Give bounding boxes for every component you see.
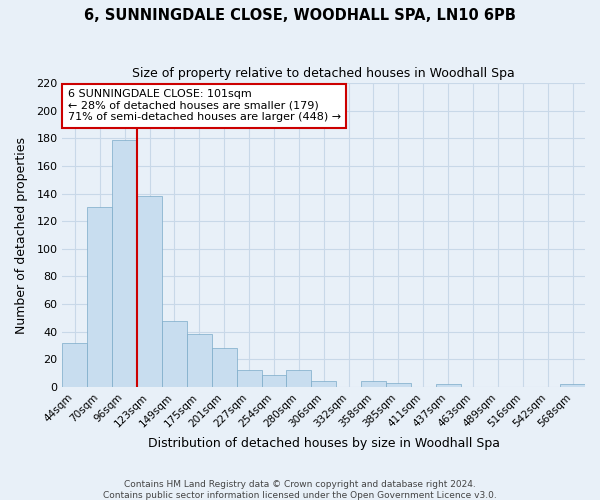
Bar [212,348,236,387]
Bar [386,383,411,387]
Title: Size of property relative to detached houses in Woodhall Spa: Size of property relative to detached ho… [133,68,515,80]
Bar [311,382,336,387]
Bar [62,342,88,387]
Bar [187,334,212,387]
X-axis label: Distribution of detached houses by size in Woodhall Spa: Distribution of detached houses by size … [148,437,500,450]
Bar [88,208,112,387]
Bar [236,370,262,387]
Bar [162,320,187,387]
Text: Contains HM Land Registry data © Crown copyright and database right 2024.
Contai: Contains HM Land Registry data © Crown c… [103,480,497,500]
Bar [361,382,386,387]
Bar [286,370,311,387]
Text: 6, SUNNINGDALE CLOSE, WOODHALL SPA, LN10 6PB: 6, SUNNINGDALE CLOSE, WOODHALL SPA, LN10… [84,8,516,22]
Bar [112,140,137,387]
Bar [560,384,585,387]
Bar [262,374,286,387]
Bar [436,384,461,387]
Y-axis label: Number of detached properties: Number of detached properties [15,136,28,334]
Bar [137,196,162,387]
Text: 6 SUNNINGDALE CLOSE: 101sqm
← 28% of detached houses are smaller (179)
71% of se: 6 SUNNINGDALE CLOSE: 101sqm ← 28% of det… [68,89,341,122]
